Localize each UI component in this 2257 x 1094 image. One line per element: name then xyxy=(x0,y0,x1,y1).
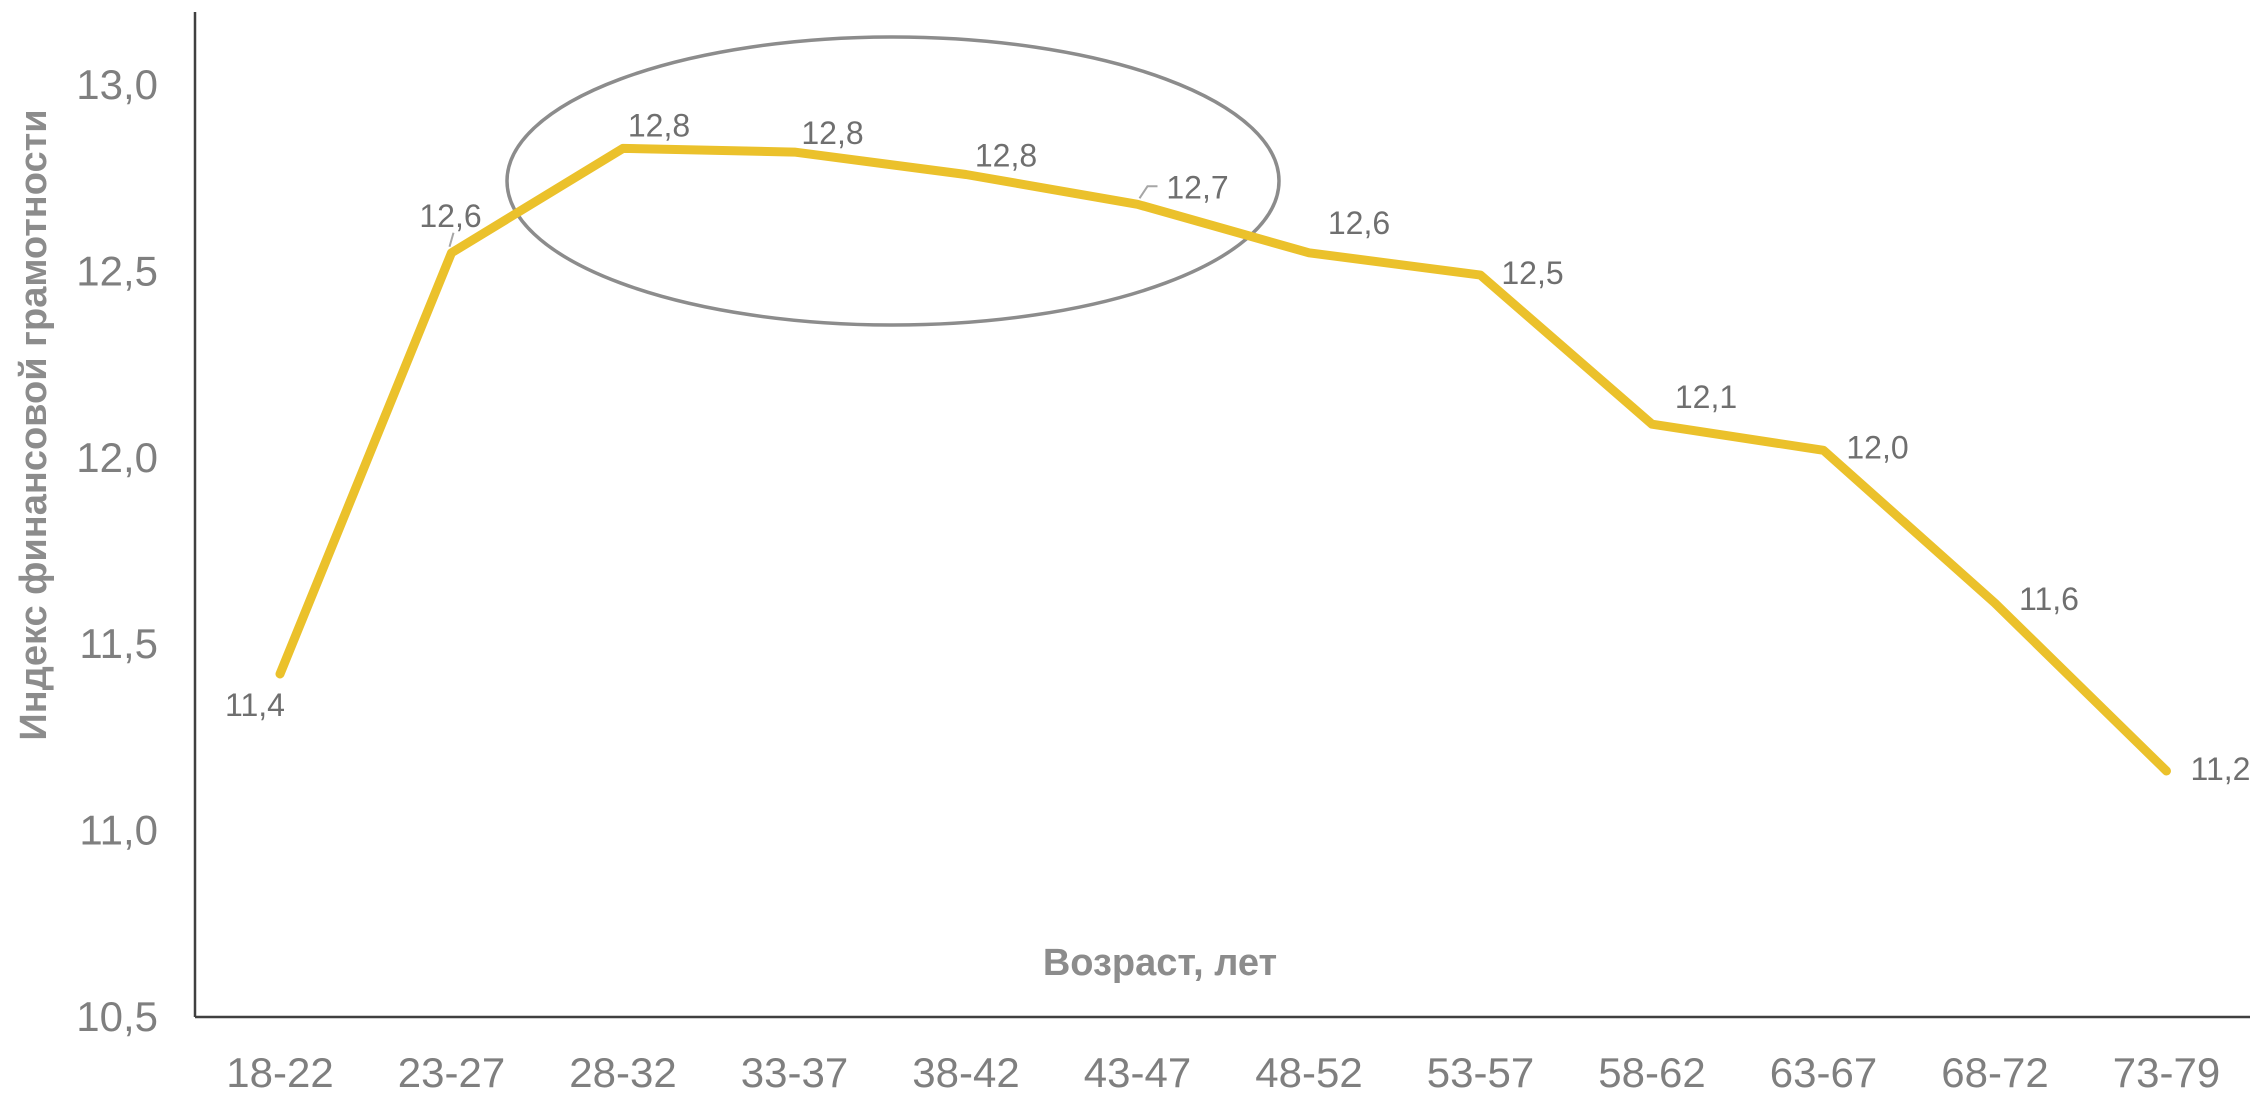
y-tick-label: 12,5 xyxy=(76,247,158,294)
x-tick-label: 53-57 xyxy=(1427,1049,1534,1094)
y-axis-title: Индекс финансовой грамотности xyxy=(13,109,55,740)
data-label: 12,6 xyxy=(1328,205,1390,241)
data-label: 11,2 xyxy=(2191,751,2251,787)
data-label: 12,8 xyxy=(975,137,1037,173)
data-label: 11,4 xyxy=(225,687,285,723)
axes xyxy=(193,12,2250,1019)
x-tick-label: 38-42 xyxy=(912,1049,1019,1094)
x-tick-label: 28-32 xyxy=(569,1049,676,1094)
y-tick-label: 11,0 xyxy=(79,807,158,854)
x-tick-label: 68-72 xyxy=(1941,1049,2048,1094)
y-tick-label: 13,0 xyxy=(76,61,158,108)
data-label: 12,5 xyxy=(1501,255,1563,291)
y-tick-label: 12,0 xyxy=(76,434,158,481)
data-label: 12,8 xyxy=(628,107,690,143)
y-tick-label: 11,5 xyxy=(79,620,158,667)
data-label: 12,1 xyxy=(1675,379,1737,415)
data-label: 12,8 xyxy=(801,115,863,151)
y-tick-label: 10,5 xyxy=(76,993,158,1040)
data-label: 12,6 xyxy=(419,198,481,234)
x-tick-label: 33-37 xyxy=(741,1049,848,1094)
leader-line xyxy=(1138,185,1158,199)
series-line xyxy=(275,143,2171,776)
leader-line xyxy=(448,232,455,248)
data-label: 12,7 xyxy=(1166,169,1228,205)
x-tick-label: 48-52 xyxy=(1255,1049,1362,1094)
series-line-group xyxy=(275,143,2171,776)
x-tick-label: 58-62 xyxy=(1598,1049,1705,1094)
x-axis-title: Возраст, лет xyxy=(1043,942,1277,984)
x-tick-label: 18-22 xyxy=(226,1049,333,1094)
x-tick-labels: 18-22 23-27 28-32 33-37 38-42 43-47 48-52 53-57… xyxy=(226,1049,2220,1094)
x-tick-label: 43-47 xyxy=(1084,1049,1191,1094)
y-tick-labels: 10,5 11,0 11,5 12,0 12,5 13,0 xyxy=(76,61,158,1040)
data-label: 11,6 xyxy=(2019,581,2079,617)
x-tick-label: 63-67 xyxy=(1770,1049,1877,1094)
data-labels: 11,4 12,6 12,8 12,8 12,8 12,7 12,6 12,5 12,1 12,0… xyxy=(225,107,2250,787)
data-label: 12,0 xyxy=(1846,429,1908,465)
x-tick-label: 23-27 xyxy=(398,1049,505,1094)
highlight-ellipse xyxy=(505,35,1281,327)
x-tick-label: 73-79 xyxy=(2113,1049,2220,1094)
